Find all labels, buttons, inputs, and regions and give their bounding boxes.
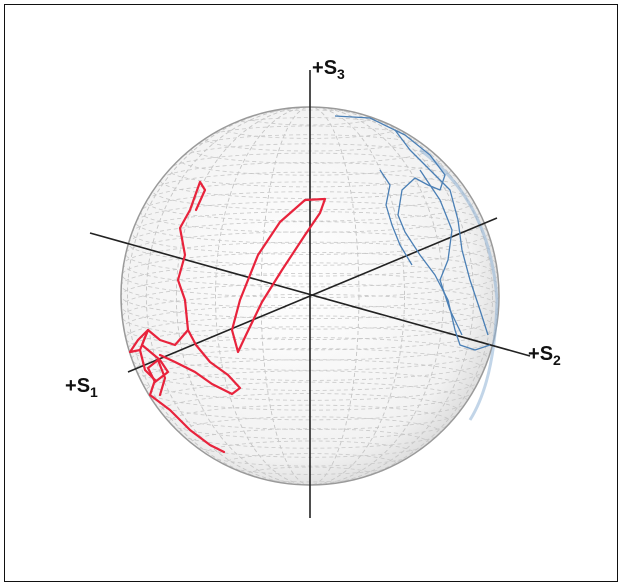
s2-index: 2 xyxy=(553,352,561,368)
sphere-longitude-line xyxy=(145,107,475,485)
s1-letter: S xyxy=(76,375,91,397)
s2-sign: + xyxy=(528,343,540,365)
red-trace xyxy=(128,180,327,454)
sphere-edge-shade xyxy=(419,148,499,421)
s3-index: 3 xyxy=(337,66,345,82)
sphere-longitude-line xyxy=(215,107,405,485)
sphere-longitude-line xyxy=(175,107,445,485)
s3-letter: S xyxy=(323,57,338,79)
s1-index: 1 xyxy=(90,384,98,400)
blue-trace xyxy=(334,115,491,351)
s1-axis-label: +S1 xyxy=(65,376,98,399)
s3-axis-label: +S3 xyxy=(312,58,345,81)
s2-axis-label: +S2 xyxy=(528,344,561,367)
s1-axis xyxy=(127,217,498,373)
sphere-longitude-line xyxy=(260,107,360,485)
s3-sign: + xyxy=(312,57,324,79)
s2-letter: S xyxy=(539,343,554,365)
sphere-longitude-line xyxy=(127,107,493,485)
s1-sign: + xyxy=(65,375,77,397)
